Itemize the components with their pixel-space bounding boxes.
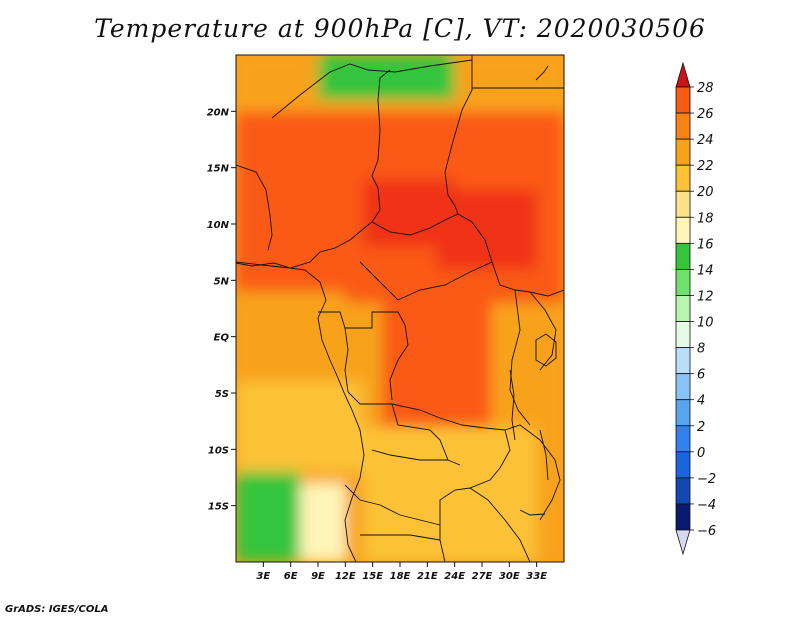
lon-tick-label: 18E — [390, 571, 411, 582]
temperature-field — [236, 55, 564, 562]
colorbar-label: 28 — [697, 81, 714, 96]
temperature-region — [236, 471, 300, 562]
colorbar-label: −2 — [697, 472, 716, 487]
border-line — [469, 487, 531, 562]
temperature-region — [436, 190, 537, 270]
colorbar-box — [675, 216, 691, 244]
lake-outline — [535, 333, 557, 367]
plot-title: Temperature at 900hPa [C], VT: 202003050… — [94, 14, 706, 43]
colorbar-label: 14 — [697, 263, 714, 278]
latitude-axis: 20N 15N 10N 5N EQ 5S 10S 15S — [207, 107, 236, 513]
colorbar-label: 24 — [697, 133, 714, 148]
lon-tick-label: 30E — [499, 571, 520, 582]
lon-tick-label: 27E — [472, 571, 493, 582]
colorbar-label: 16 — [697, 237, 714, 252]
border-line — [504, 424, 561, 521]
colorbar-under-triangle — [675, 529, 691, 556]
colorbar-label: 2 — [697, 420, 705, 435]
colorbar-box — [675, 347, 691, 375]
colorbar-label: 6 — [697, 368, 705, 383]
temperature-region — [381, 291, 492, 427]
border-line — [344, 327, 349, 393]
colorbar-label: 18 — [697, 211, 714, 226]
colorbar-label: −4 — [697, 498, 716, 513]
border-line — [344, 484, 441, 526]
grads-credit: GrADS: IGES/COLA — [5, 604, 109, 615]
colorbar-box — [675, 477, 691, 505]
lat-tick-label: 15S — [208, 502, 229, 513]
colorbar-label: 4 — [697, 394, 705, 409]
colorbar-label: 22 — [697, 159, 714, 174]
colorbar-box — [675, 242, 691, 270]
border-line — [371, 449, 448, 461]
lat-tick-label: EQ — [214, 333, 230, 344]
lon-tick-label: 15E — [362, 571, 383, 582]
colorbar-label: 26 — [697, 107, 714, 122]
temperature-region — [318, 55, 455, 101]
colorbar-box — [675, 373, 691, 401]
border-line — [271, 59, 473, 119]
border-line — [347, 391, 506, 431]
border-line — [236, 69, 391, 269]
colorbar-label: 10 — [697, 316, 714, 331]
border-line — [529, 291, 557, 371]
colorbar-label: −6 — [697, 524, 716, 539]
border-line — [236, 164, 273, 251]
colorbar-box — [675, 295, 691, 322]
colorbar-box — [675, 112, 691, 140]
lat-tick-label: 5N — [214, 276, 230, 287]
lat-tick-label: 20N — [207, 107, 230, 118]
country-borders — [236, 55, 564, 562]
border-line — [444, 55, 473, 215]
lon-tick-label: 12E — [335, 571, 356, 582]
lon-tick-label: 33E — [526, 571, 547, 582]
longitude-axis: 3E 6E 9E 12E 15E 18E 21E 24E 27E 30E 33E — [256, 562, 547, 582]
lat-tick-label: 10S — [208, 445, 229, 456]
lon-tick-label: 3E — [256, 571, 270, 582]
lon-tick-label: 9E — [311, 571, 325, 582]
lon-tick-label: 21E — [417, 571, 438, 582]
colorbar-over-triangle — [675, 61, 691, 88]
temperature-region — [236, 381, 364, 472]
lake-outline — [519, 509, 546, 516]
colorbar-label: 12 — [697, 289, 714, 304]
colorbar-box — [675, 425, 691, 453]
colorbar-label: 0 — [697, 446, 705, 461]
lat-tick-label: 10N — [207, 220, 230, 231]
colorbar-box — [675, 164, 691, 192]
colorbar-box — [675, 503, 691, 531]
lat-tick-label: 15N — [207, 164, 230, 175]
colorbar-label: 20 — [697, 185, 714, 200]
border-line — [360, 534, 441, 541]
coastline — [236, 261, 365, 562]
colorbar-box — [675, 138, 691, 166]
colorbar-box — [675, 269, 691, 296]
lon-tick-label: 6E — [284, 571, 298, 582]
border-line — [318, 311, 409, 401]
temperature-region — [299, 483, 346, 562]
lat-tick-label: 5S — [215, 389, 229, 400]
colorbar-box — [675, 86, 691, 114]
lon-tick-label: 24E — [444, 571, 465, 582]
temperature-region — [363, 426, 537, 562]
colorbar-box — [675, 399, 691, 427]
colorbar-label: 8 — [697, 342, 705, 357]
border-line — [535, 65, 549, 81]
colorbar-box — [675, 190, 691, 218]
border-line — [359, 261, 493, 301]
lake-outline — [539, 429, 549, 481]
temperature-region — [236, 291, 346, 382]
border-line — [371, 213, 564, 297]
colorbar-box — [675, 321, 691, 348]
colorbar-box — [675, 451, 691, 479]
border-line — [391, 403, 461, 466]
lake-outline — [509, 369, 516, 441]
